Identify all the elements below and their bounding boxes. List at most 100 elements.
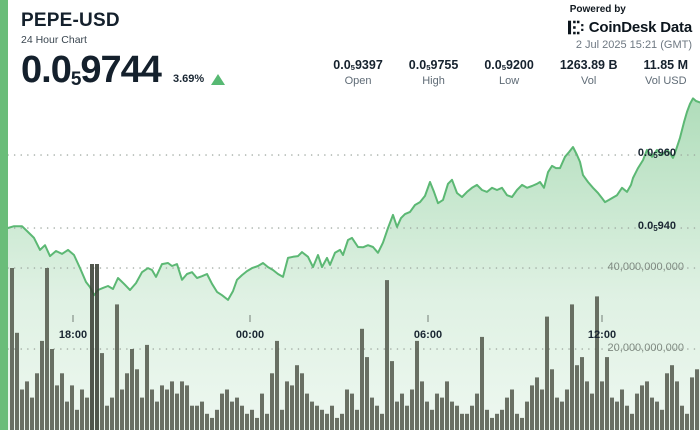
volume-bar bbox=[540, 389, 544, 430]
volume-bar bbox=[465, 413, 469, 430]
volume-bar bbox=[400, 393, 404, 430]
volume-bar bbox=[625, 405, 629, 430]
volume-bar bbox=[675, 381, 679, 430]
volume-bar bbox=[485, 409, 489, 430]
pair-title: PEPE-USD bbox=[21, 10, 120, 31]
volume-bar bbox=[520, 417, 524, 430]
stat-value: 0.059755 bbox=[408, 58, 459, 73]
volume-bar bbox=[460, 413, 464, 430]
coindesk-logo-icon bbox=[567, 20, 584, 35]
change-percent: 3.69% bbox=[172, 73, 205, 85]
volume-bar bbox=[695, 369, 699, 430]
volume-bar bbox=[395, 401, 399, 430]
volume-bar bbox=[595, 296, 599, 430]
current-price-row: 0.059744 3.69% bbox=[21, 49, 226, 91]
volume-bar bbox=[655, 401, 659, 430]
chart-header: PEPE-USD 24 Hour Chart 0.059744 3.69% bbox=[21, 10, 226, 91]
volume-bar bbox=[305, 393, 309, 430]
volume-bar bbox=[15, 332, 19, 430]
volume-bar bbox=[665, 373, 669, 430]
volume-bar bbox=[315, 405, 319, 430]
stat-label: Open bbox=[344, 75, 372, 87]
stat-value: 0.059397 bbox=[333, 58, 383, 73]
coindesk-data-logo[interactable]: CoinDesk Data bbox=[567, 19, 692, 36]
volume-bar bbox=[430, 409, 434, 430]
price-digits: 9744 bbox=[80, 49, 162, 91]
volume-bar bbox=[55, 385, 59, 430]
stat-label: Vol bbox=[581, 75, 597, 87]
volume-bar bbox=[445, 381, 449, 430]
price-line bbox=[7, 97, 700, 301]
volume-bar bbox=[450, 401, 454, 430]
volume-bar bbox=[615, 401, 619, 430]
volume-bar bbox=[510, 389, 514, 430]
volume-bar bbox=[335, 417, 339, 430]
volume-bar bbox=[325, 413, 329, 430]
volume-bar bbox=[415, 340, 419, 430]
volume-bar bbox=[245, 413, 249, 430]
price-subscript: 5 bbox=[70, 69, 82, 91]
volume-bar bbox=[575, 365, 579, 430]
volume-bar bbox=[140, 397, 144, 430]
volume-bar bbox=[255, 417, 259, 430]
volume-bar bbox=[50, 349, 54, 430]
volume-bar bbox=[105, 405, 109, 430]
volume-bar bbox=[435, 393, 439, 430]
volume-bar bbox=[475, 393, 479, 430]
volume-bar bbox=[300, 373, 304, 430]
volume-bar bbox=[590, 393, 594, 430]
volume-bar bbox=[640, 385, 644, 430]
volume-bar bbox=[280, 409, 284, 430]
arrow-up-icon bbox=[211, 73, 226, 85]
volume-bar bbox=[685, 413, 689, 430]
volume-bar bbox=[195, 405, 199, 430]
volume-bar bbox=[45, 268, 49, 430]
volume-bar bbox=[220, 393, 224, 430]
price-area-fill bbox=[8, 98, 700, 430]
volume-bar bbox=[175, 393, 179, 430]
volume-bar bbox=[420, 381, 424, 430]
volume-bar bbox=[65, 401, 69, 430]
volume-bar bbox=[530, 385, 534, 430]
volume-bar bbox=[180, 381, 184, 430]
current-price: 0.059744 bbox=[21, 49, 162, 91]
volume-bar bbox=[210, 417, 214, 430]
volume-bar bbox=[410, 389, 414, 430]
volume-bar bbox=[225, 389, 229, 430]
volume-bar bbox=[160, 385, 164, 430]
volume-bar bbox=[360, 328, 364, 430]
volume-bar bbox=[380, 413, 384, 430]
volume-bar bbox=[505, 397, 509, 430]
volume-bar bbox=[630, 413, 634, 430]
volume-bar bbox=[265, 413, 269, 430]
volume-bar bbox=[375, 405, 379, 430]
volume-bar bbox=[645, 381, 649, 430]
volume-bar bbox=[490, 417, 494, 430]
volume-bar bbox=[310, 401, 314, 430]
volume-bar bbox=[620, 389, 624, 430]
volume-bar bbox=[110, 397, 114, 430]
stat-low: 0.059200 Low bbox=[484, 58, 534, 87]
stat-value: 1263.89 B bbox=[559, 58, 618, 72]
volume-bar bbox=[350, 393, 354, 430]
volume-bar bbox=[425, 401, 429, 430]
volume-bar bbox=[535, 377, 539, 430]
volume-bar bbox=[130, 349, 134, 430]
volume-bar bbox=[115, 304, 119, 430]
volume-bar bbox=[100, 353, 104, 430]
volume-bar bbox=[440, 397, 444, 430]
volume-bar bbox=[295, 365, 299, 430]
volume-bar bbox=[480, 336, 484, 430]
volume-bar bbox=[70, 385, 74, 430]
volume-bar bbox=[495, 413, 499, 430]
volume-bar bbox=[80, 389, 84, 430]
volume-bar bbox=[150, 389, 154, 430]
volume-bar bbox=[170, 381, 174, 430]
volume-bar bbox=[650, 397, 654, 430]
volume-bar bbox=[230, 401, 234, 430]
stat-value: 11.85 M bbox=[643, 58, 688, 72]
volume-bar bbox=[90, 264, 94, 430]
volume-bar bbox=[470, 405, 474, 430]
volume-bar bbox=[545, 316, 549, 430]
